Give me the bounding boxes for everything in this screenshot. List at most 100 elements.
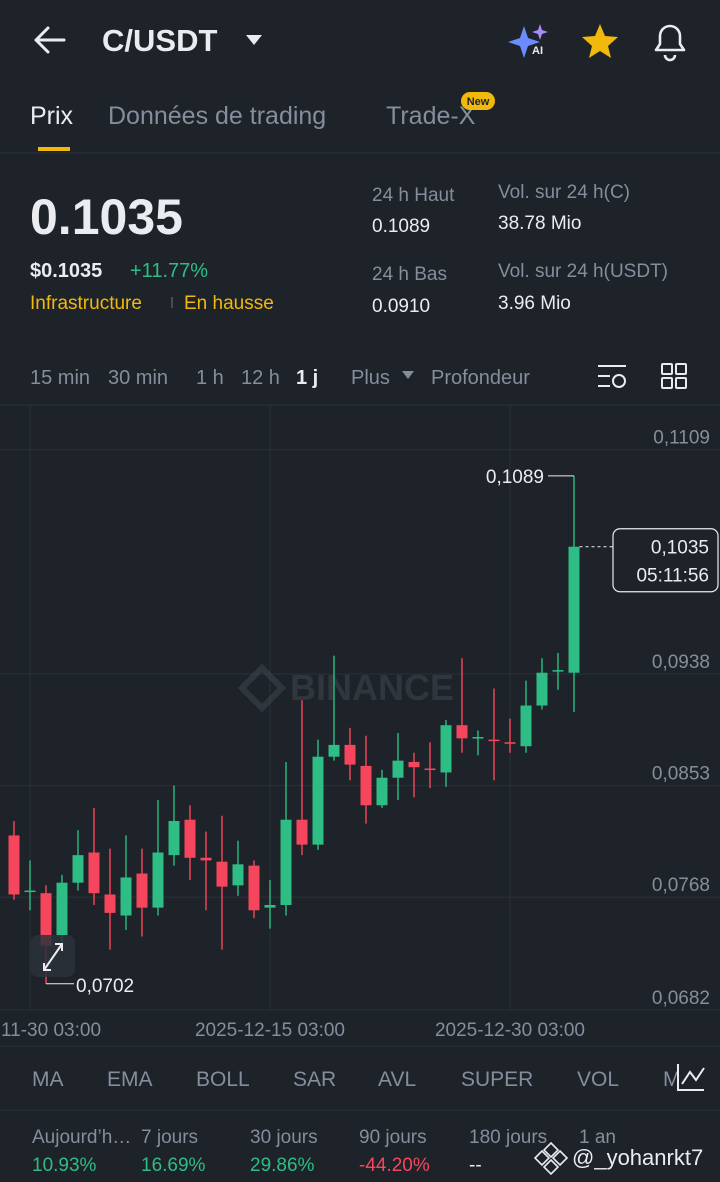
- pair-dropdown[interactable]: [246, 35, 262, 45]
- performance-value: -44.20%: [359, 1155, 430, 1176]
- performance-label: 90 jours: [359, 1127, 427, 1148]
- tab-active[interactable]: Prix: [30, 102, 74, 130]
- candle-body: [232, 864, 244, 886]
- interval[interactable]: 1 h: [196, 367, 224, 389]
- candle-body: [280, 819, 292, 906]
- stat-value: 0.0910: [372, 296, 430, 317]
- candle-body: [456, 725, 468, 739]
- stat-value: 3.96 Mio: [498, 293, 571, 314]
- depth-tab[interactable]: Profondeur: [431, 367, 530, 389]
- last-price-label: 0,1035: [651, 538, 709, 559]
- candle-body: [472, 737, 484, 739]
- tag[interactable]: En hausse: [184, 293, 274, 314]
- performance-label: Aujourd’h…: [32, 1127, 131, 1148]
- indicator-tab[interactable]: MA: [32, 1068, 64, 1091]
- y-tick-label: 0,1109: [653, 428, 710, 449]
- usd-price: $0.1035: [30, 260, 102, 282]
- new-badge-text: New: [467, 96, 490, 108]
- low-label: 0,0702: [76, 976, 134, 997]
- x-tick-label: 11-30 03:00: [1, 1020, 101, 1041]
- indicator-tab[interactable]: SUPER: [461, 1068, 533, 1091]
- candle-body: [552, 670, 564, 672]
- x-tick-label: 2025-12-30 03:00: [435, 1020, 585, 1041]
- interval[interactable]: 30 min: [108, 367, 168, 389]
- tag[interactable]: Infrastructure: [30, 293, 142, 314]
- y-tick-label: 0,0768: [652, 875, 710, 896]
- last-price-box: [612, 528, 719, 593]
- stat-label: 24 h Bas: [372, 264, 447, 285]
- candle-body: [104, 894, 116, 913]
- candle-body: [120, 877, 132, 916]
- interval-active[interactable]: 1 j: [296, 367, 318, 389]
- last-price: 0.1035: [30, 189, 183, 245]
- tab[interactable]: Trade-X: [386, 102, 476, 130]
- watermark: @_yohanrkt7: [533, 1141, 703, 1176]
- tab-indicator: [38, 147, 70, 151]
- candle-body: [152, 852, 164, 908]
- performance-label: 30 jours: [250, 1127, 318, 1148]
- candle-body: [440, 725, 452, 773]
- stat-value: 0.1089: [372, 216, 430, 237]
- candle-body: [264, 905, 276, 908]
- pair-title[interactable]: C/USDT: [102, 23, 217, 58]
- back-button[interactable]: [34, 26, 66, 54]
- interval[interactable]: 12 h: [241, 367, 280, 389]
- performance-label: 7 jours: [141, 1127, 198, 1148]
- candle-body: [136, 873, 148, 908]
- stat-label: Vol. sur 24 h(USDT): [498, 261, 668, 282]
- candle-body: [312, 756, 324, 845]
- indicator-bar: MA EMA BOLL SAR AVL SUPER VOL M: [32, 1068, 681, 1091]
- x-tick-label: 2025-12-15 03:00: [195, 1020, 345, 1041]
- chart-watermark: BINANCE: [290, 667, 454, 708]
- candle-body: [296, 819, 308, 845]
- candle-body: [376, 777, 388, 806]
- performance-label: 180 jours: [469, 1127, 547, 1148]
- indicator-tab[interactable]: AVL: [378, 1068, 416, 1091]
- svg-text:AI: AI: [532, 45, 543, 57]
- indicator-tab[interactable]: M: [663, 1068, 681, 1091]
- candle-body: [408, 761, 420, 768]
- interval-more[interactable]: Plus: [351, 367, 390, 389]
- indicator-tab[interactable]: SAR: [293, 1068, 336, 1091]
- candle-body: [216, 861, 228, 887]
- candle-body: [88, 852, 100, 894]
- candle-body: [184, 819, 196, 858]
- candle-body: [360, 765, 372, 806]
- indicator-tab[interactable]: VOL: [577, 1068, 619, 1091]
- candle-body: [168, 821, 180, 856]
- interval[interactable]: 15 min: [30, 367, 90, 389]
- candle-body: [72, 855, 84, 883]
- indicator-settings[interactable]: [677, 1064, 705, 1091]
- y-tick-label: 0,0938: [652, 652, 710, 673]
- candle-body: [520, 705, 532, 747]
- high-label: 0,1089: [486, 467, 544, 488]
- stat-label: Vol. sur 24 h(C): [498, 182, 630, 203]
- indicator-tab[interactable]: BOLL: [196, 1068, 250, 1091]
- more-caret[interactable]: [402, 371, 414, 379]
- layout-button[interactable]: [661, 363, 687, 389]
- fullscreen-button[interactable]: [30, 935, 75, 977]
- y-tick-label: 0,0853: [652, 764, 710, 785]
- candle-body: [344, 744, 356, 765]
- candle-body: [24, 890, 36, 893]
- candle-body: [568, 546, 580, 673]
- watermark-text: @_yohanrkt7: [572, 1145, 703, 1170]
- ai-button[interactable]: AI: [508, 24, 548, 58]
- candle-body: [488, 739, 500, 742]
- tab[interactable]: Données de trading: [108, 102, 326, 130]
- candle-body: [328, 744, 340, 757]
- fullscreen-icon: [43, 943, 63, 971]
- candle-body: [424, 768, 436, 771]
- performance-value: 16.69%: [141, 1155, 206, 1176]
- candle-body: [8, 835, 20, 895]
- favorite-star[interactable]: [582, 24, 618, 58]
- indicator-tab[interactable]: EMA: [107, 1068, 153, 1091]
- candle-body: [200, 857, 212, 861]
- performance-value: 10.93%: [32, 1155, 97, 1176]
- chart-watermark-logo: [237, 663, 287, 713]
- chart-settings-button[interactable]: [598, 365, 626, 388]
- notifications-button[interactable]: [654, 24, 686, 62]
- performance-label: 1 an: [579, 1127, 616, 1148]
